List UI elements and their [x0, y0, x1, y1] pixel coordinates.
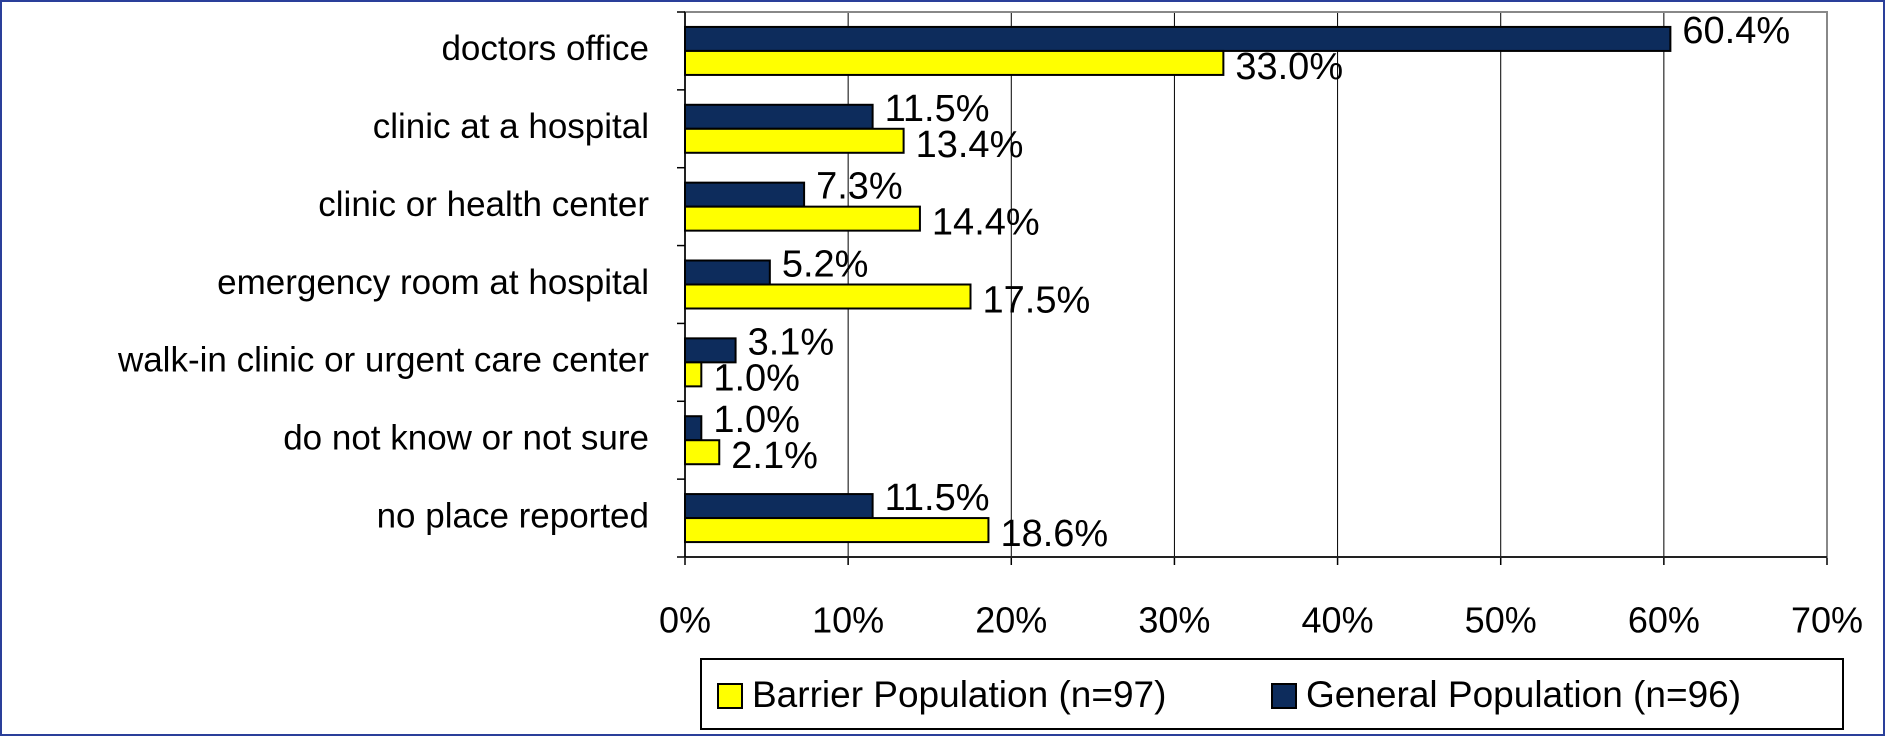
bar	[684, 337, 737, 364]
bar	[684, 259, 771, 286]
category-label: emergency room at hospital	[217, 263, 649, 302]
x-tick-label: 0%	[659, 600, 711, 641]
value-label: 11.5%	[885, 88, 990, 130]
value-label: 1.0%	[713, 399, 800, 441]
bar	[684, 361, 703, 388]
bar	[684, 181, 806, 208]
bar	[684, 205, 921, 232]
legend-swatch	[717, 683, 743, 709]
value-label: 60.4%	[1682, 10, 1790, 52]
bar	[684, 103, 874, 130]
x-tick-label: 50%	[1465, 600, 1537, 641]
x-tick-label: 40%	[1302, 600, 1374, 641]
value-label: 3.1%	[748, 321, 835, 363]
bar	[684, 127, 905, 154]
x-tick-label: 60%	[1628, 600, 1700, 641]
value-label: 13.4%	[916, 124, 1024, 166]
category-label: clinic or health center	[318, 185, 649, 224]
bar	[684, 439, 721, 466]
value-label: 33.0%	[1235, 46, 1343, 88]
x-tick-label: 10%	[812, 600, 884, 641]
bar	[684, 283, 972, 310]
x-tick-label: 70%	[1791, 600, 1863, 641]
legend-label: Barrier Population (n=97)	[752, 674, 1166, 715]
value-label: 1.0%	[713, 357, 800, 399]
category-label: no place reported	[377, 496, 649, 535]
bar	[684, 517, 990, 544]
value-label: 11.5%	[885, 477, 990, 519]
category-label: do not know or not sure	[283, 418, 649, 457]
value-label: 18.6%	[1000, 513, 1108, 555]
bar	[684, 25, 1672, 52]
x-tick-label: 30%	[1138, 600, 1210, 641]
value-label: 7.3%	[816, 166, 903, 208]
bar	[684, 415, 703, 442]
category-label: walk-in clinic or urgent care center	[117, 341, 649, 380]
legend-label: General Population (n=96)	[1306, 674, 1741, 715]
value-label: 14.4%	[932, 202, 1040, 244]
value-label: 2.1%	[731, 435, 818, 477]
bar	[684, 49, 1225, 76]
x-tick-label: 20%	[975, 600, 1047, 641]
value-label: 17.5%	[983, 280, 1091, 322]
category-label: doctors office	[441, 29, 649, 68]
value-label: 5.2%	[782, 244, 869, 286]
category-label: clinic at a hospital	[373, 107, 649, 146]
legend-swatch	[1271, 683, 1297, 709]
bar	[684, 493, 874, 520]
